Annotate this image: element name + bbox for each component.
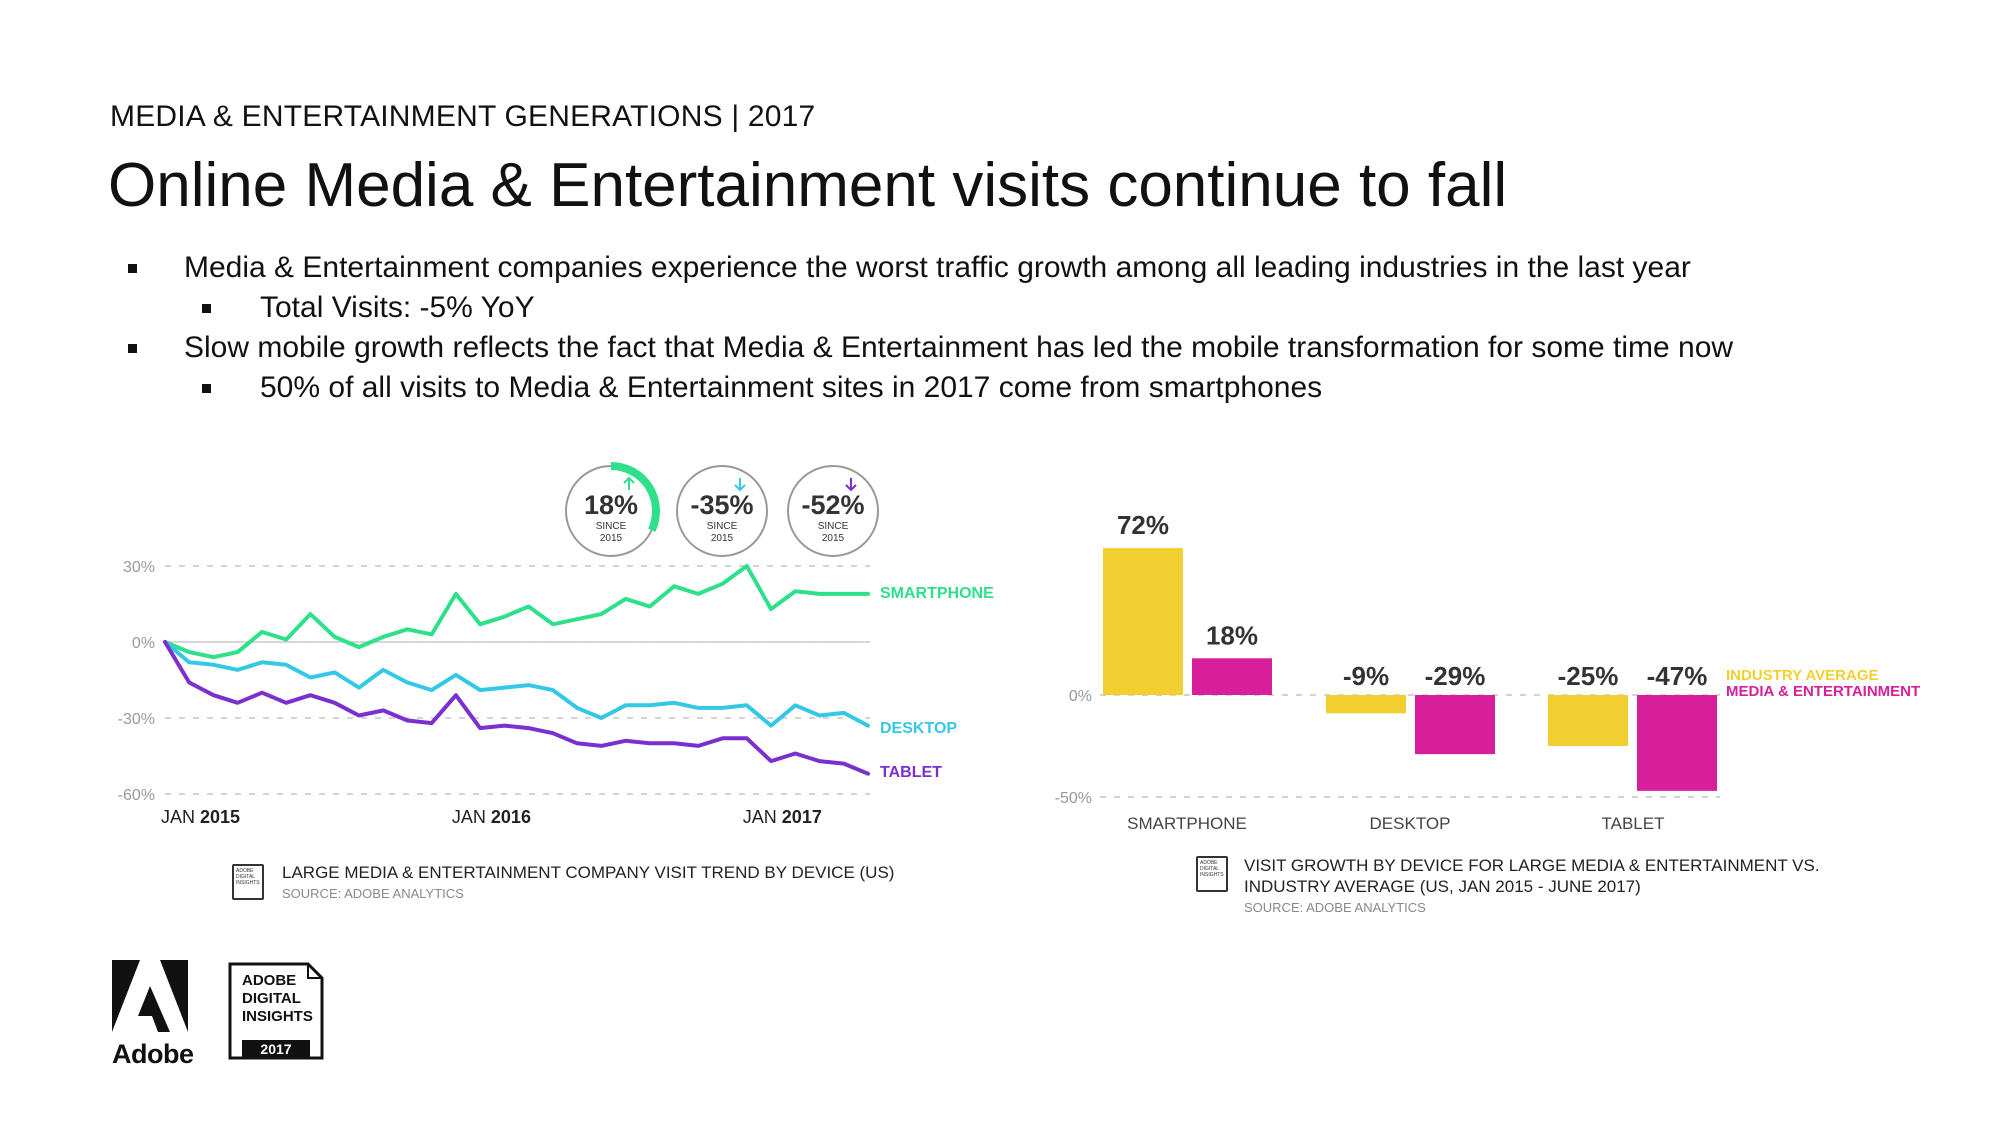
bullet-list: Media & Entertainment companies experien…	[120, 248, 1733, 408]
badge-since: SINCE	[707, 521, 738, 532]
bullet-text: Total Visits: -5% YoY	[260, 291, 535, 324]
bar	[1326, 695, 1406, 714]
bullet-marker	[128, 264, 137, 273]
badge-since: SINCE	[818, 521, 849, 532]
bullet-marker	[202, 384, 211, 393]
bullet-item: Media & Entertainment companies experien…	[120, 248, 1733, 288]
down-arrow-head-icon	[734, 484, 746, 492]
bar-chart-caption: VISIT GROWTH BY DEVICE FOR LARGE MEDIA &…	[1244, 855, 1820, 918]
y-tick-label: 30%	[123, 559, 155, 576]
category-label: DESKTOP	[1370, 814, 1451, 833]
badge-value: -52%	[801, 490, 864, 520]
badge-circle	[676, 465, 768, 557]
bar	[1637, 695, 1717, 791]
badge-progress-arc	[610, 462, 660, 532]
badge-line: INSIGHTS	[242, 1008, 313, 1025]
caption-source: SOURCE: ADOBE ANALYTICS	[1244, 900, 1426, 915]
category-label: SMARTPHONE	[1127, 814, 1247, 833]
bar	[1415, 695, 1495, 755]
y-tick-label: 0%	[132, 635, 155, 652]
badge-value: 18%	[584, 490, 638, 520]
x-tick-label: JAN 2015	[161, 807, 240, 827]
mini-badge-icon: ADOBE DIGITAL INSIGHTS	[1196, 856, 1228, 892]
caption-text: INDUSTRY AVERAGE (US, JAN 2015 - JUNE 20…	[1244, 877, 1641, 896]
kicker: MEDIA & ENTERTAINMENT GENERATIONS | 2017	[110, 100, 816, 133]
bar	[1192, 658, 1272, 695]
bar	[1548, 695, 1628, 746]
caption-text: LARGE MEDIA & ENTERTAINMENT COMPANY VISI…	[282, 863, 895, 882]
bullet-marker	[202, 304, 211, 313]
bullet-marker	[128, 344, 137, 353]
page-title: Online Media & Entertainment visits cont…	[108, 151, 1508, 220]
bullet-text: 50% of all visits to Media & Entertainme…	[260, 371, 1323, 404]
badge-year: 2017	[260, 1041, 292, 1057]
legend-item: INDUSTRY AVERAGE	[1726, 667, 1879, 684]
badge-line: DIGITAL	[242, 990, 301, 1007]
y-tick-label: -30%	[118, 711, 155, 728]
y-tick-label: -60%	[118, 787, 155, 804]
adobe-logo-icon	[112, 960, 188, 1032]
series-line-tablet	[163, 640, 870, 776]
x-tick-label: JAN 2017	[743, 807, 822, 827]
series-label: DESKTOP	[880, 720, 957, 737]
series-line-smartphone	[163, 564, 870, 660]
badge-line: ADOBE	[242, 972, 297, 989]
badge-year: 2015	[822, 533, 845, 544]
data-label: -29%	[1425, 661, 1486, 691]
series-label: TABLET	[880, 764, 942, 781]
caption-source: SOURCE: ADOBE ANALYTICS	[282, 886, 464, 901]
y-tick-label: -50%	[1055, 790, 1092, 807]
adobe-logo: Adobe	[112, 960, 194, 1070]
line-chart-caption: LARGE MEDIA & ENTERTAINMENT COMPANY VISI…	[282, 862, 894, 904]
adobe-digital-insights-badge: ADOBE DIGITAL INSIGHTS 2017	[228, 962, 324, 1060]
x-tick-label: JAN 2016	[452, 807, 531, 827]
bullet-subitem: Total Visits: -5% YoY	[120, 288, 1733, 328]
bullet-item: Slow mobile growth reflects the fact tha…	[120, 328, 1733, 368]
caption-text: VISIT GROWTH BY DEVICE FOR LARGE MEDIA &…	[1244, 856, 1820, 875]
adobe-wordmark: Adobe	[112, 1039, 194, 1069]
y-tick-label: 0%	[1069, 688, 1092, 705]
bullet-text: Slow mobile growth reflects the fact tha…	[184, 331, 1734, 364]
data-label: -9%	[1343, 661, 1389, 691]
data-label: -25%	[1558, 661, 1619, 691]
mini-badge-icon: ADOBE DIGITAL INSIGHTS	[232, 864, 264, 900]
down-arrow-head-icon	[845, 484, 857, 492]
data-label: 18%	[1206, 620, 1258, 650]
badge-frame-icon	[228, 962, 324, 1060]
badge-circle	[787, 465, 879, 557]
legend-item: MEDIA & ENTERTAINMENT	[1726, 683, 1920, 700]
bullet-subitem: 50% of all visits to Media & Entertainme…	[120, 368, 1733, 408]
category-label: TABLET	[1602, 814, 1665, 833]
badge-year: 2015	[711, 533, 734, 544]
badge-since: SINCE	[596, 521, 627, 532]
series-line-desktop	[163, 640, 870, 728]
up-arrow-head-icon	[623, 476, 635, 484]
bar-chart: 0% -50% 72% -9% -25% 18% -29% -47% SMARTPHONE DES…	[1055, 510, 1921, 833]
bar	[1103, 548, 1183, 695]
bullet-text: Media & Entertainment companies experien…	[184, 251, 1691, 284]
data-label: 72%	[1117, 510, 1169, 540]
badge-year: 2015	[600, 533, 623, 544]
series-label: SMARTPHONE	[880, 585, 994, 602]
line-chart: 30% 0% -30% -60% JAN 2015 JAN 2016 JAN 2017 SMA…	[118, 462, 994, 827]
badge-value: -35%	[690, 490, 753, 520]
data-label: -47%	[1647, 661, 1708, 691]
